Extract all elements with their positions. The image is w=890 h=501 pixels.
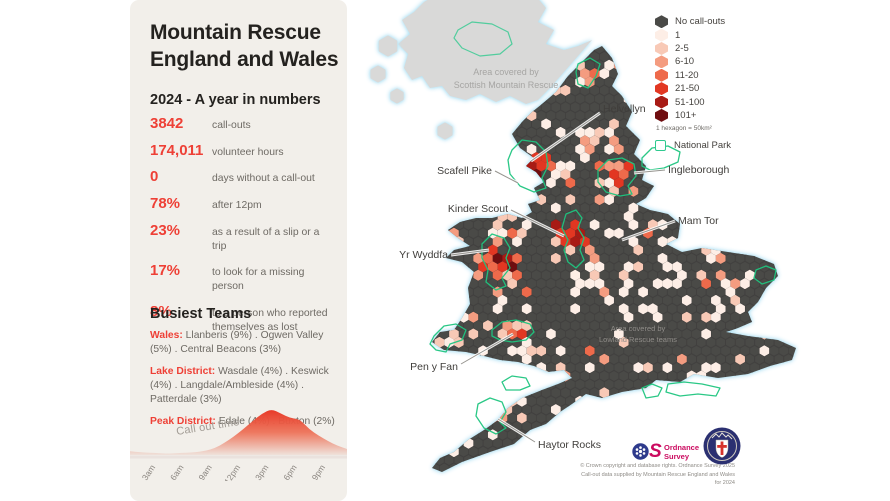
stat-row: 174,011 volunteer hours [150,142,334,160]
legend-hex-swatch [655,68,668,82]
stat-label: after 12pm [212,200,262,212]
map-label-yr-wyddfa: Yr Wyddfa [399,249,448,261]
logos: S Ordnance Survey [628,424,743,472]
map-label-kinder-scout: Kinder Scout [447,203,508,215]
legend-item-label: No call-outs [675,16,726,28]
legend-item-label: 101+ [675,109,697,121]
ordnance-survey-wordmark: Ordnance Survey [664,443,700,461]
stat-label: volunteer hours [212,146,284,158]
stat-value: 0 [150,168,159,186]
team-entry: Lake District: Wasdale (4%) . Keswick (4… [150,366,329,405]
stat-value: 78% [150,195,181,213]
stat-value: 3842 [150,115,184,132]
legend-hex-swatch [655,108,668,122]
legend-item-label: 1 [675,29,681,41]
title-line-2: England and Wales [150,47,339,71]
time-axis-tick: 6am [168,463,186,481]
mountain-rescue-logo [703,427,741,465]
stat-row: 78% after 12pm [150,195,334,213]
stats-panel: Mountain Rescue England and Wales 2024 - … [130,0,347,501]
stat-label: to look for a missing person [212,267,305,293]
team-region: Lake District: [150,366,216,377]
stat-label: as a result of a slip or a trip [212,226,320,252]
time-axis-tick: 3am [140,463,158,481]
legend-item: 6-10 [655,55,731,69]
legend-item: 1 [655,28,731,42]
legend-items: No call-outs 1 2-5 6-10 11-20 21-50 51-100 101+ [655,15,731,122]
legend-item-label: 21-50 [675,83,700,95]
legend-hex-swatch [655,41,668,55]
legend-item: 21-50 [655,82,731,96]
legend-item: 51-100 [655,95,731,109]
legend-item-label: 11-20 [675,69,699,81]
stat-label: to a person who reported themselves as l… [212,307,328,333]
legend-hex-swatch [655,28,668,42]
area-coverage-note: Area covered by Lowland Rescue teams [599,324,677,344]
time-axis-tick: 3pm [253,463,271,481]
stat-row: 23% as a result of a slip or a trip [150,222,334,253]
legend-item-label: 2-5 [675,42,689,54]
area-coverage-note: Area covered by Scottish Mountain Rescue [453,67,559,90]
stat-row: 8% to a person who reported themselves as… [150,303,334,334]
stat-value: 23% [150,221,181,239]
stat-row: 3842 call-outs [150,115,334,133]
map-label-ingleborough: Ingleborough [668,164,730,176]
stat-value: 8% [150,302,172,320]
credit-line-1: © Crown copyright and database rights. O… [580,463,735,469]
national-park-label: National Park [674,140,732,152]
legend-item-label: 6-10 [675,56,695,68]
year-heading: 2024 - A year in numbers [150,92,321,108]
map-label-haytor-rocks: Haytor Rocks [538,439,602,451]
stats-list: 3842 call-outs 174,011 volunteer hours 0 days… [150,115,334,343]
map-label-scafell-pike: Scafell Pike [437,165,492,177]
map-legend: No call-outs 1 2-5 6-10 11-20 21-50 51-100 101+… [655,15,732,152]
team-region: Wales: [150,330,183,341]
map-label-helvellyn: Helvellyn [603,103,646,115]
map-label-pen-y-fan: Pen y Fan [410,361,458,373]
page-title: Mountain Rescue England and Wales [150,20,339,74]
legend-item: 2-5 [655,41,731,55]
legend-item-label: 51-100 [675,96,705,108]
legend-hex-swatch [655,82,668,96]
time-axis-tick: 9am [196,463,214,481]
england-wales-hexmap [370,0,796,472]
callout-time-chart: 3am 6am 9am 12pm 3pm 6pm 9pm [130,410,347,481]
stat-row: 17% to look for a missing person [150,262,334,293]
stat-value: 174,011 [150,141,204,159]
os-monogram: S [649,441,662,462]
team-entry: Wales: Llanberis (9%) . Ogwen Valley (5%… [150,330,324,355]
legend-item: 11-20 [655,68,731,82]
map-credits: © Crown copyright and database rights. O… [575,462,735,488]
legend-item: No call-outs [655,15,731,29]
busiest-teams-heading: Busiest Teams [150,306,252,322]
stat-label: call-outs [212,120,251,131]
national-park-swatch [655,140,666,152]
stat-value: 17% [150,262,181,280]
time-axis-tick: 9pm [310,463,328,481]
stat-label: days without a call-out [212,173,315,185]
hexagon-scale-note: 1 hexagon = 50km² [656,125,712,133]
stat-row: 0 days without a call-out [150,168,334,186]
legend-hex-swatch [655,95,668,109]
time-axis-tick: 12pm [222,463,242,481]
credit-line-2: Call-out data supplied by Mountain Rescu… [581,471,735,487]
map-label-mam-tor: Mam Tor [678,215,719,227]
legend-item: 101+ [655,108,731,122]
time-axis-tick: 6pm [281,463,299,481]
title-line-1: Mountain Rescue [150,21,321,44]
hexbin-map: No call-outs 1 2-5 6-10 11-20 21-50 51-100 101+… [350,0,890,501]
legend-hex-swatch [655,55,668,69]
national-park-legend: National Park [655,140,732,152]
legend-hex-swatch [655,15,668,29]
ordnance-survey-logo [632,443,649,460]
team-region: Peak District: [150,416,216,427]
